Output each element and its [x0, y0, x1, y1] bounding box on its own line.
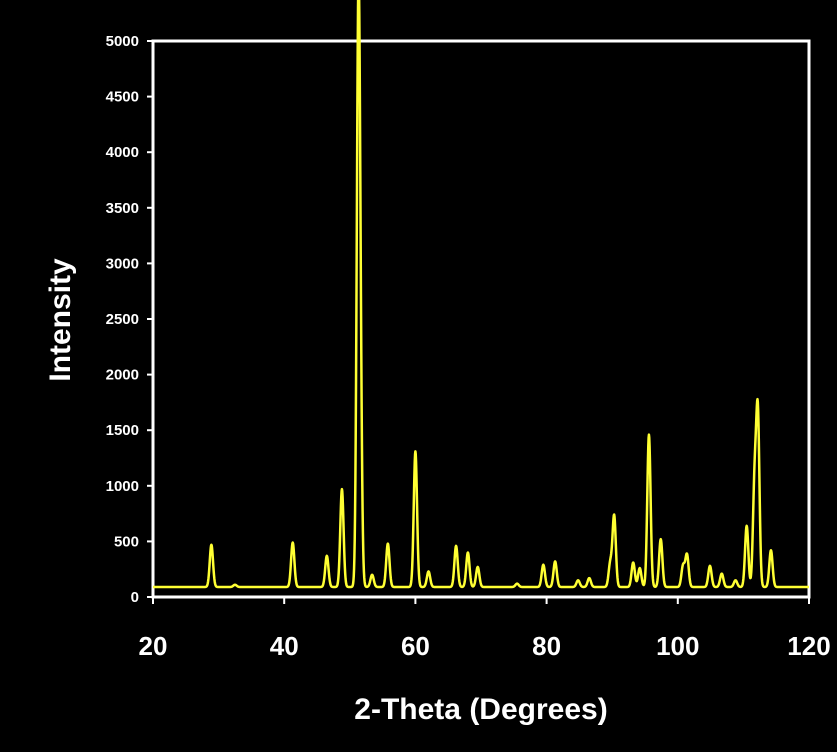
- series-line-0: [152, 0, 810, 589]
- y-tick-label: 4000: [106, 144, 139, 161]
- y-tick-label: 3000: [106, 255, 139, 272]
- x-tick-label: 120: [787, 631, 830, 661]
- y-tick-label: 1000: [106, 478, 139, 495]
- y-tick-label: 5000: [106, 33, 139, 50]
- y-tick-label: 2500: [106, 311, 139, 328]
- x-tick-label: 60: [401, 631, 430, 661]
- y-tick-label: 500: [114, 533, 139, 550]
- y-tick-label: 2000: [106, 367, 139, 384]
- y-tick-label: 0: [131, 589, 139, 606]
- x-tick-label: 100: [656, 631, 699, 661]
- x-tick-label: 80: [532, 631, 561, 661]
- y-tick-label: 4500: [106, 89, 139, 106]
- x-tick-label: 20: [139, 631, 168, 661]
- y-tick-label: 3500: [106, 200, 139, 217]
- x-tick-label: 40: [270, 631, 299, 661]
- plot-area: 0 500 1000 1500 2000 2500 3000 3500 4000 4500 5000…: [106, 0, 831, 661]
- y-axis-title: Intensity: [44, 258, 77, 382]
- y-tick-label: 1500: [106, 422, 139, 439]
- x-axis-title: 2-Theta (Degrees): [354, 693, 607, 726]
